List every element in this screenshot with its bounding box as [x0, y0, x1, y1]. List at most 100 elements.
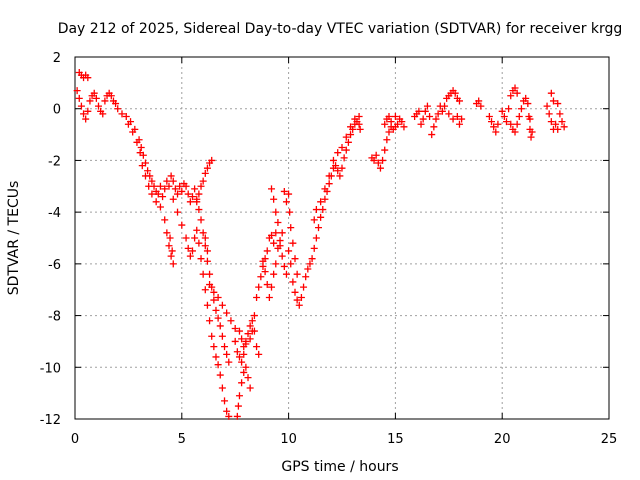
- data-point: [347, 131, 355, 139]
- data-point: [257, 273, 265, 281]
- data-point: [80, 110, 88, 118]
- data-point: [400, 123, 408, 131]
- data-point: [329, 156, 337, 164]
- data-point: [184, 244, 192, 252]
- data-point: [73, 87, 81, 95]
- y-tick-label: -10: [40, 361, 61, 376]
- data-point: [432, 115, 440, 123]
- data-point: [347, 123, 355, 131]
- data-point: [246, 322, 254, 330]
- data-point: [148, 177, 156, 185]
- data-point: [282, 270, 290, 278]
- data-point: [166, 234, 174, 242]
- data-point: [195, 239, 203, 247]
- data-point: [210, 288, 218, 296]
- data-point: [216, 371, 224, 379]
- data-point: [385, 112, 393, 120]
- data-point: [203, 301, 211, 309]
- data-point: [317, 198, 325, 206]
- data-point: [355, 112, 363, 120]
- data-point: [122, 112, 130, 120]
- data-point: [507, 92, 515, 100]
- data-point: [270, 239, 278, 247]
- data-point: [419, 115, 427, 123]
- data-point: [315, 224, 323, 232]
- chart-title: Day 212 of 2025, Sidereal Day-to-day VTE…: [58, 21, 623, 37]
- data-point: [188, 247, 196, 255]
- data-point: [178, 221, 186, 229]
- data-point: [379, 156, 387, 164]
- data-point: [334, 167, 342, 175]
- data-point: [394, 120, 402, 128]
- data-point: [148, 190, 156, 198]
- data-point: [325, 180, 333, 188]
- data-point: [238, 335, 246, 343]
- data-point: [426, 112, 434, 120]
- data-point: [391, 112, 399, 120]
- data-point: [154, 190, 162, 198]
- y-tick-label: -8: [48, 310, 61, 325]
- data-point: [176, 182, 184, 190]
- data-point: [182, 234, 190, 242]
- data-point: [255, 350, 263, 358]
- data-point: [214, 293, 222, 301]
- data-point: [197, 255, 205, 263]
- data-point: [84, 107, 92, 115]
- data-point: [218, 301, 226, 309]
- data-point: [214, 361, 222, 369]
- data-point: [201, 234, 209, 242]
- data-point: [560, 123, 568, 131]
- data-point: [167, 172, 175, 180]
- data-point: [169, 177, 177, 185]
- data-point: [118, 110, 126, 118]
- data-point: [218, 384, 226, 392]
- data-point: [274, 218, 282, 226]
- data-point: [453, 112, 461, 120]
- data-point: [101, 97, 109, 105]
- data-point: [502, 118, 510, 126]
- data-point: [163, 229, 171, 237]
- y-tick-label: -2: [48, 154, 61, 169]
- data-point: [165, 182, 173, 190]
- data-point: [84, 74, 92, 82]
- data-point: [203, 257, 211, 265]
- data-point: [490, 123, 498, 131]
- data-point: [107, 92, 115, 100]
- y-tick-label: 0: [53, 103, 61, 118]
- data-point: [554, 100, 562, 108]
- data-point: [268, 283, 276, 291]
- data-point: [511, 128, 519, 136]
- data-point: [197, 182, 205, 190]
- data-point: [156, 182, 164, 190]
- data-point: [223, 407, 231, 415]
- data-point: [94, 102, 102, 110]
- data-point: [159, 193, 167, 201]
- data-point: [289, 278, 297, 286]
- data-point: [233, 412, 241, 420]
- data-point: [171, 185, 179, 193]
- data-point: [325, 172, 333, 180]
- data-point: [235, 353, 243, 361]
- data-point: [549, 97, 557, 105]
- data-point: [124, 120, 132, 128]
- data-point: [287, 260, 295, 268]
- data-point: [268, 231, 276, 239]
- data-point: [280, 262, 288, 270]
- data-point: [526, 115, 534, 123]
- data-point: [141, 172, 149, 180]
- data-point: [246, 335, 254, 343]
- data-point: [310, 244, 318, 252]
- data-point: [507, 120, 515, 128]
- x-tick-label: 10: [280, 432, 297, 447]
- data-point: [304, 265, 312, 273]
- data-point: [310, 216, 318, 224]
- data-point: [376, 164, 384, 172]
- x-axis-label: GPS time / hours: [281, 459, 398, 475]
- data-point: [312, 234, 320, 242]
- data-point: [278, 252, 286, 260]
- data-point: [99, 110, 107, 118]
- data-point: [206, 270, 214, 278]
- data-point: [455, 120, 463, 128]
- data-point: [475, 97, 483, 105]
